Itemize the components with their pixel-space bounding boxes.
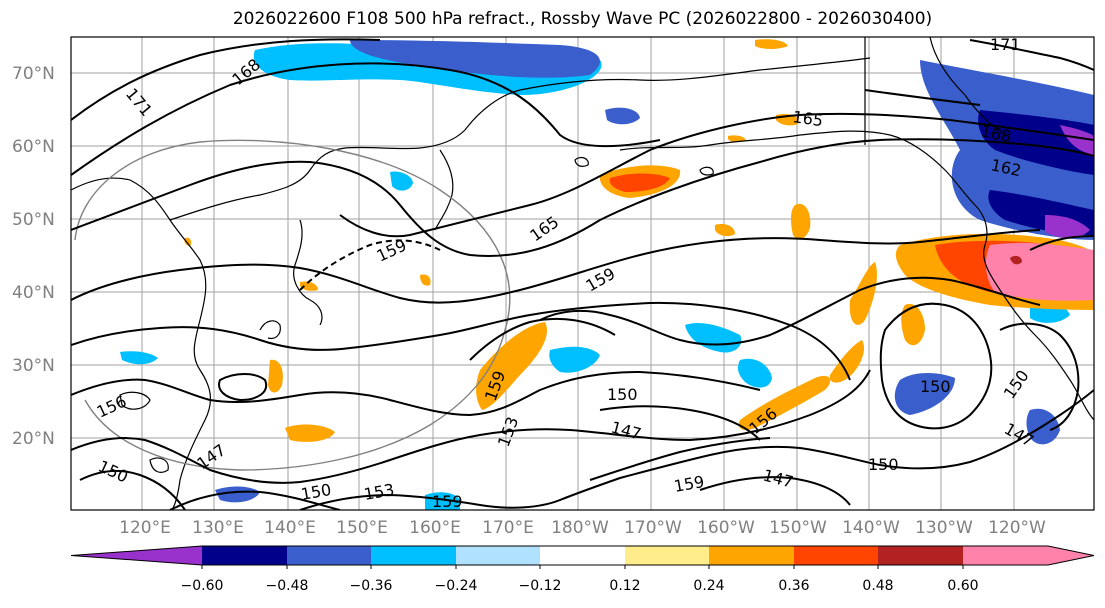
map-content xyxy=(71,37,1094,510)
map-title: 2026022600 F108 500 hPa refract., Rossby… xyxy=(232,9,933,29)
lon-label-130w: 130°W xyxy=(915,518,973,538)
colorbar: −0.60 −0.48 −0.36 −0.24 −0.12 0.12 0.24 0.36 0.4… xyxy=(70,545,1095,594)
colorbar-swatch xyxy=(963,546,1094,565)
longitude-labels: 120°E 130°E 140°E 150°E 160°E 170°E 180°… xyxy=(119,518,1046,538)
lat-label-20n: 20°N xyxy=(12,429,55,449)
contour-label-150-d: 150 xyxy=(868,455,899,474)
colorbar-swatch xyxy=(794,546,878,565)
lon-label-150w: 150°W xyxy=(769,518,827,538)
lon-label-140w: 140°W xyxy=(842,518,900,538)
colorbar-tick-label: 0.60 xyxy=(947,578,978,594)
colorbar-swatch xyxy=(625,546,709,565)
latitude-labels: 70°N 60°N 50°N 40°N 30°N 20°N xyxy=(12,64,55,449)
colorbar-tick-label: −0.36 xyxy=(350,578,393,594)
colorbar-tick-label: 0.12 xyxy=(609,578,640,594)
range-circle xyxy=(74,139,511,471)
colorbar-swatch xyxy=(709,546,794,565)
colorbar-swatch xyxy=(71,546,202,565)
colorbar-swatch xyxy=(371,546,456,565)
shading-negative xyxy=(120,40,1094,510)
lon-label-170w: 170°W xyxy=(624,518,682,538)
contour-label-171-b: 171 xyxy=(990,35,1021,54)
shading-positive xyxy=(184,39,1094,442)
contour-lines-dashed xyxy=(299,239,441,291)
lon-label-160w: 160°W xyxy=(697,518,755,538)
colorbar-tick-label: −0.48 xyxy=(266,578,309,594)
lon-label-180w: 180°W xyxy=(551,518,609,538)
lon-label-120e: 120°E xyxy=(119,518,171,538)
colorbar-tick-label: −0.24 xyxy=(435,578,478,594)
lon-label-130e: 130°E xyxy=(192,518,244,538)
lon-label-140e: 140°E xyxy=(264,518,316,538)
lat-label-70n: 70°N xyxy=(12,64,55,84)
colorbar-swatch xyxy=(878,546,963,565)
lat-label-60n: 60°N xyxy=(12,137,55,157)
lon-label-170e: 170°E xyxy=(482,518,534,538)
colorbar-swatch xyxy=(287,546,371,565)
contour-lines xyxy=(71,38,1094,510)
lat-label-30n: 30°N xyxy=(12,356,55,376)
colorbar-swatch xyxy=(202,546,287,565)
contour-label-150-c: 150 xyxy=(607,385,638,404)
colorbar-tick-label: −0.12 xyxy=(519,578,562,594)
lat-label-40n: 40°N xyxy=(12,283,55,303)
contour-label-165-a: 165 xyxy=(791,107,824,130)
lon-label-150e: 150°E xyxy=(336,518,388,538)
colorbar-tick-label: 0.24 xyxy=(693,578,724,594)
colorbar-swatch xyxy=(540,546,625,565)
colorbar-tick-label: 0.48 xyxy=(862,578,893,594)
map-frame xyxy=(70,36,1095,511)
contour-label-159-e: 159 xyxy=(432,492,463,511)
lat-label-50n: 50°N xyxy=(12,210,55,230)
colorbar-swatch xyxy=(456,546,540,565)
lon-label-120w: 120°W xyxy=(988,518,1046,538)
colorbar-tick-label: −0.60 xyxy=(181,578,224,594)
contour-label-150-e: 150 xyxy=(920,377,951,396)
colorbar-tick-label: 0.36 xyxy=(778,578,809,594)
lon-label-160e: 160°E xyxy=(409,518,461,538)
